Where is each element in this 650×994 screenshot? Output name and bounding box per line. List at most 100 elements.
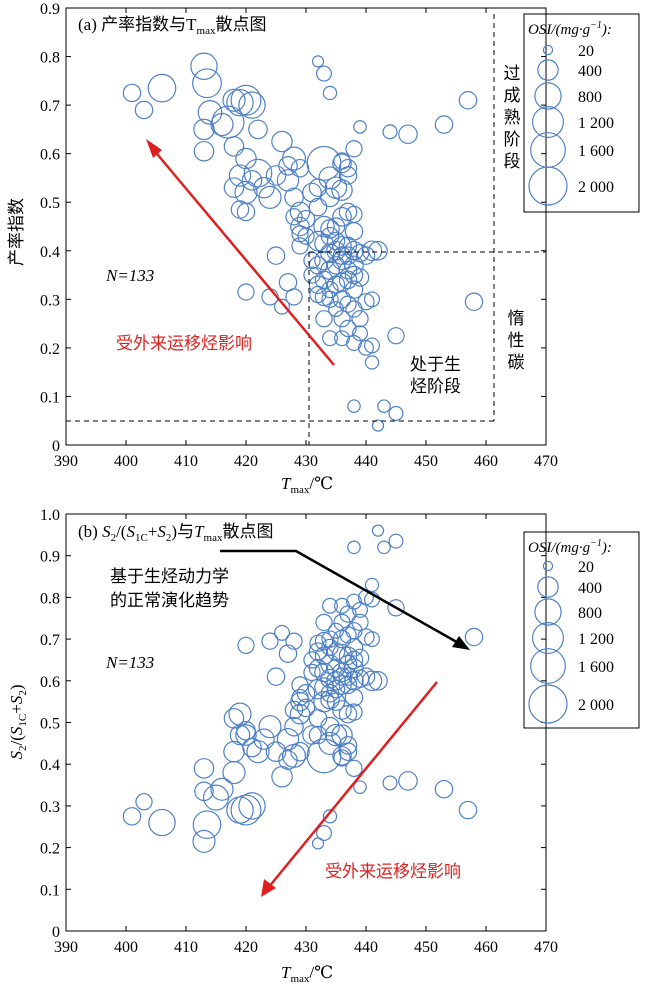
data-point bbox=[333, 310, 351, 328]
panel-a-xtick-label: 440 bbox=[354, 453, 378, 470]
panel-b-xtick-label: 460 bbox=[474, 939, 498, 956]
data-point bbox=[147, 73, 177, 103]
data-point bbox=[324, 723, 348, 747]
legend-marker bbox=[537, 576, 559, 598]
data-point bbox=[361, 240, 383, 262]
data-point bbox=[387, 599, 405, 617]
panel-a-frame bbox=[65, 7, 547, 446]
data-point bbox=[311, 55, 325, 68]
data-point bbox=[338, 654, 358, 674]
data-point bbox=[328, 301, 344, 318]
data-point bbox=[344, 222, 364, 241]
panel-a-xtick-label: 470 bbox=[534, 453, 558, 470]
data-point bbox=[382, 124, 398, 140]
data-point bbox=[223, 708, 245, 729]
panel-b-xtick-label: 430 bbox=[294, 939, 318, 956]
data-point bbox=[344, 671, 364, 691]
data-point bbox=[258, 185, 282, 209]
panel-b-ytick-label: 0 bbox=[52, 924, 60, 941]
panel-a-n-label: N=133 bbox=[105, 266, 154, 285]
data-point bbox=[228, 164, 252, 187]
data-point bbox=[339, 319, 357, 338]
panel-a-xtick-label: 420 bbox=[234, 453, 258, 470]
data-point bbox=[258, 715, 282, 739]
data-point bbox=[338, 166, 358, 185]
data-point bbox=[192, 829, 216, 853]
data-point bbox=[306, 145, 342, 181]
data-point bbox=[241, 170, 263, 191]
data-point bbox=[377, 540, 391, 555]
data-point bbox=[148, 808, 176, 837]
data-point bbox=[322, 809, 338, 824]
data-point bbox=[331, 179, 353, 201]
data-point bbox=[328, 622, 344, 639]
data-point bbox=[308, 659, 328, 678]
inert-char: 碳 bbox=[508, 353, 525, 372]
legend-marker bbox=[532, 106, 564, 138]
panel-b-ytick-label: 1.0 bbox=[40, 507, 60, 524]
data-point bbox=[223, 177, 245, 198]
data-point bbox=[276, 169, 300, 192]
data-point bbox=[364, 337, 380, 354]
panel-b-ytick-label: 0.4 bbox=[40, 757, 60, 774]
panel-a-legend-box bbox=[523, 13, 640, 213]
data-point bbox=[332, 250, 352, 271]
data-point bbox=[351, 613, 369, 632]
panel-b-xtick-label: 470 bbox=[534, 939, 558, 956]
data-point bbox=[332, 246, 352, 265]
data-point bbox=[308, 275, 328, 295]
panel-b-trend-label-1: 基于生烃动力学 bbox=[110, 567, 229, 586]
data-point bbox=[122, 83, 142, 103]
data-point bbox=[243, 158, 273, 188]
legend-label: 800 bbox=[578, 89, 602, 106]
data-point bbox=[308, 642, 328, 661]
data-point bbox=[434, 779, 454, 799]
panel-a-xtick-label: 390 bbox=[54, 453, 78, 470]
data-point bbox=[302, 182, 322, 203]
data-point bbox=[338, 246, 358, 265]
data-point bbox=[398, 124, 418, 145]
data-point bbox=[248, 119, 268, 140]
legend-label: 1 200 bbox=[578, 631, 614, 648]
data-point bbox=[332, 206, 352, 227]
data-point bbox=[357, 628, 375, 646]
panel-b-ytick-label: 0.1 bbox=[40, 882, 60, 899]
legend-marker bbox=[542, 560, 554, 572]
data-point bbox=[291, 676, 309, 694]
data-point bbox=[235, 724, 257, 746]
panel-b-red-arrow bbox=[267, 681, 438, 889]
panel-b-ytick-label: 0.9 bbox=[40, 549, 60, 566]
data-point bbox=[210, 777, 234, 801]
data-point bbox=[238, 91, 266, 119]
data-point bbox=[387, 327, 405, 345]
data-point bbox=[192, 810, 222, 839]
data-point bbox=[318, 166, 342, 190]
data-point bbox=[347, 540, 361, 555]
panel-a-title: (a) 产率指数与Tmax散点图 bbox=[78, 15, 266, 37]
data-point bbox=[345, 140, 363, 158]
data-point bbox=[303, 266, 321, 284]
data-point bbox=[266, 246, 286, 265]
data-point bbox=[326, 256, 346, 275]
legend-marker bbox=[528, 166, 568, 206]
legend-marker bbox=[534, 598, 562, 626]
data-point bbox=[285, 288, 303, 306]
data-point bbox=[303, 251, 321, 270]
data-point bbox=[271, 130, 293, 153]
legend-label: 400 bbox=[578, 63, 602, 80]
data-point bbox=[334, 330, 350, 347]
panel-b-black-arrow bbox=[220, 549, 463, 647]
data-point bbox=[357, 293, 375, 311]
legend-label: 800 bbox=[578, 605, 602, 622]
data-point bbox=[353, 120, 367, 134]
legend-label: 20 bbox=[578, 559, 594, 576]
data-point bbox=[242, 737, 262, 758]
data-point bbox=[211, 105, 245, 139]
data-point bbox=[303, 663, 321, 682]
data-point bbox=[321, 290, 339, 308]
inert-char: 性 bbox=[508, 331, 525, 350]
data-point bbox=[338, 270, 358, 290]
data-point bbox=[222, 760, 246, 785]
